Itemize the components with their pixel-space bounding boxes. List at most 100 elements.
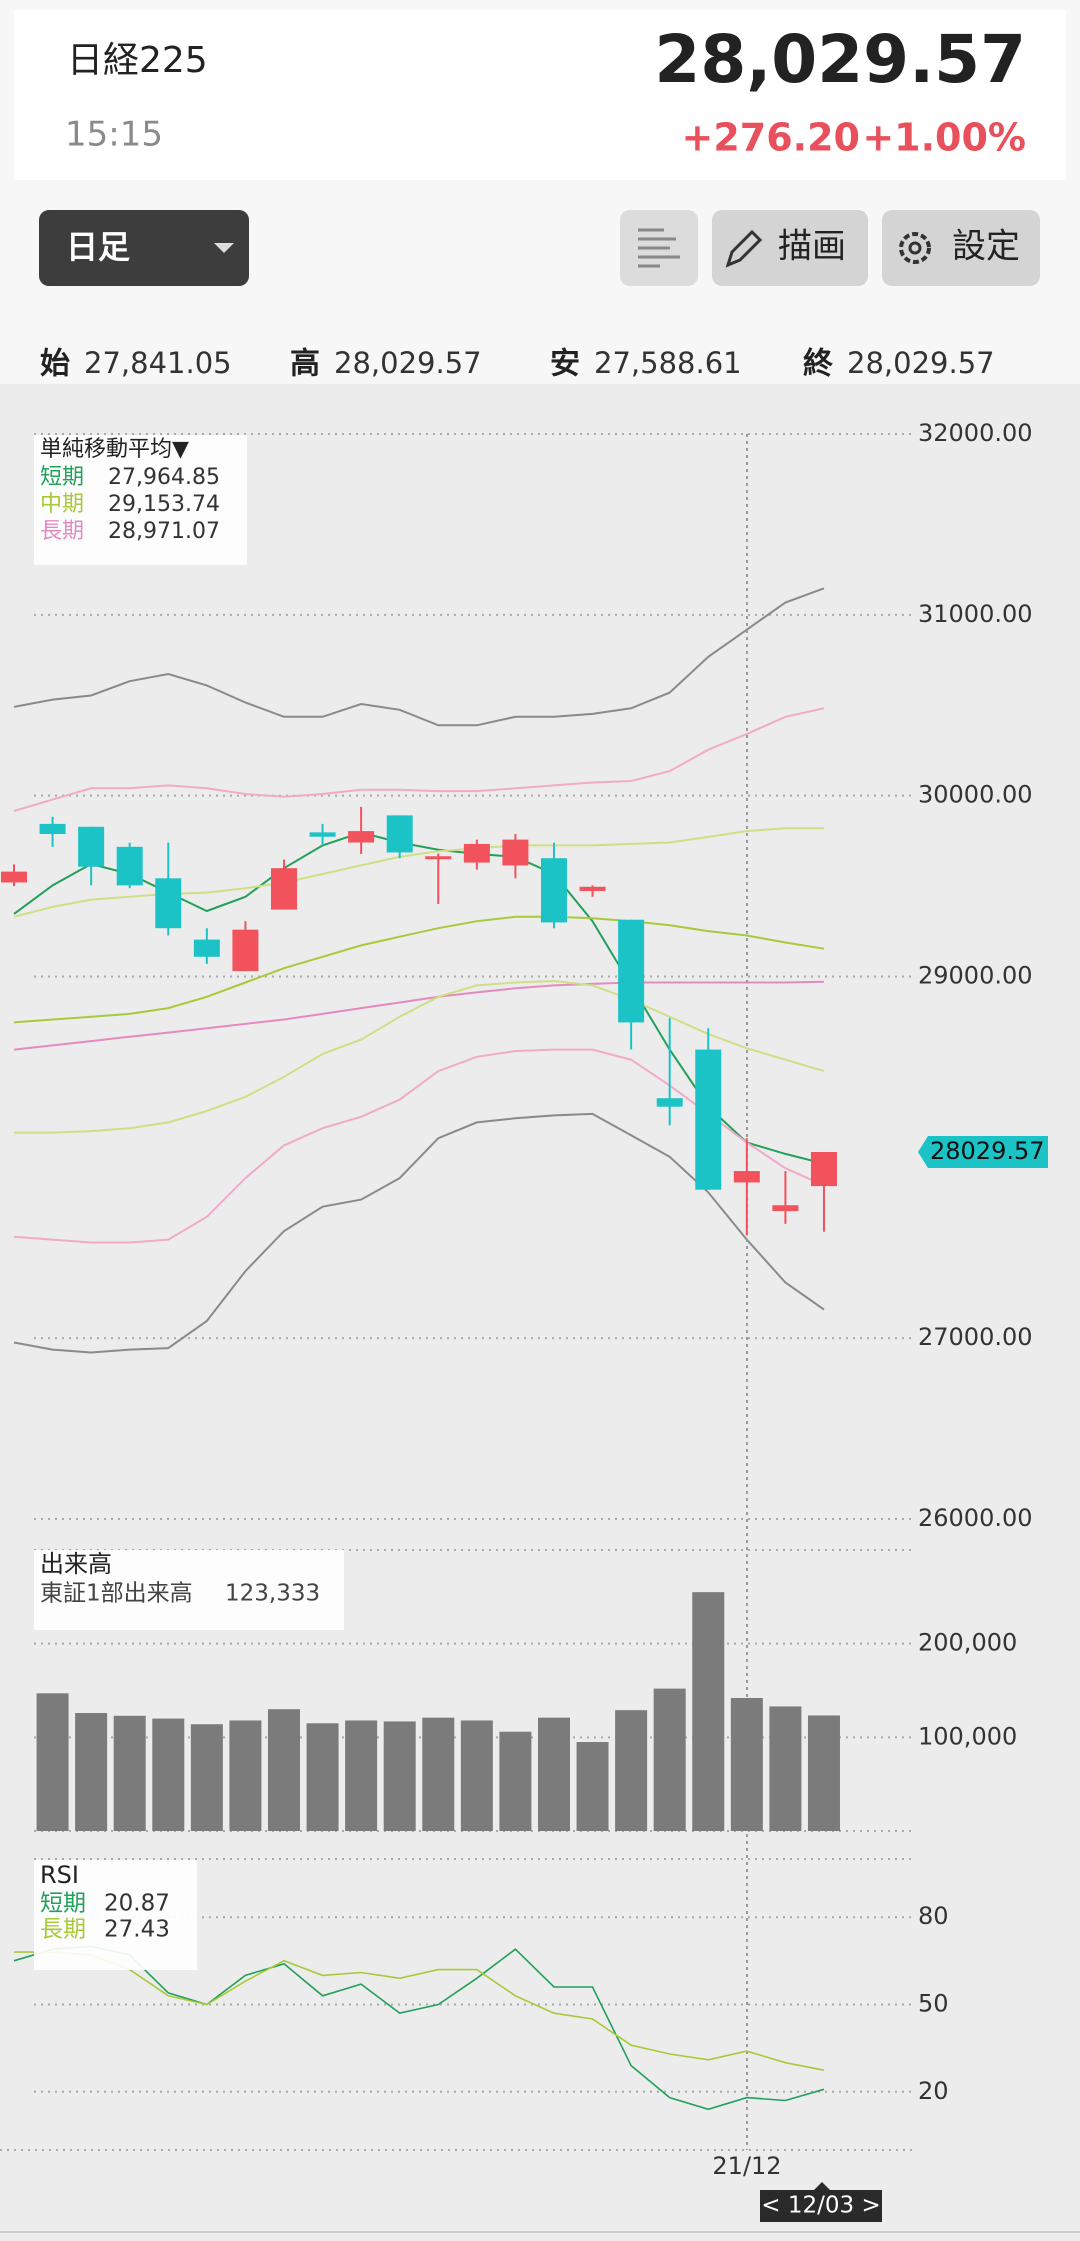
y-tick-label: 200,000 — [918, 1629, 1017, 1657]
volume-bar — [190, 1724, 223, 1831]
cursor-label: < 12/03 > — [761, 2193, 880, 2219]
legend-value: 20.87 — [104, 1891, 170, 1917]
legend-box — [34, 1860, 197, 1970]
ohlc-label: 安 — [550, 347, 580, 382]
candle-body — [502, 839, 529, 866]
volume-bar — [537, 1717, 570, 1831]
candle-body — [1, 871, 27, 883]
candle-body — [155, 878, 182, 929]
candle-body — [309, 832, 336, 837]
line-series — [14, 1951, 825, 2071]
settings-label: 設定 — [952, 227, 1020, 267]
period-label: 日足 — [66, 228, 130, 266]
legend-name: 東証1部出来高 — [40, 1581, 193, 1607]
list-icon — [638, 228, 680, 268]
legend-name: 中期 — [40, 492, 84, 517]
draw-button[interactable] — [712, 210, 868, 286]
y-tick-label: 32000.00 — [918, 419, 1033, 447]
settings-button[interactable] — [882, 210, 1040, 286]
candle-body — [540, 858, 567, 923]
candle-body — [39, 823, 66, 835]
volume-bar — [576, 1742, 609, 1831]
volume-bar — [769, 1706, 802, 1831]
line-series — [13, 1945, 825, 2111]
candle-body — [270, 868, 297, 910]
line-series — [13, 831, 825, 1165]
volume-bar — [229, 1720, 262, 1831]
volume-bar — [460, 1720, 493, 1831]
candle-body — [78, 826, 105, 867]
dropdown-arrow — [214, 243, 234, 253]
gear-icon — [899, 232, 931, 264]
candle-body — [733, 1171, 760, 1183]
volume-bar — [653, 1688, 686, 1831]
y-tick-label: 26000.00 — [918, 1504, 1033, 1532]
candle-body — [695, 1049, 722, 1190]
line-series — [13, 707, 825, 812]
candle-body — [656, 1098, 683, 1107]
legend-name: 短期 — [40, 465, 84, 490]
volume-bar — [692, 1592, 725, 1831]
line-series — [13, 980, 825, 1051]
candle-body — [810, 1151, 837, 1187]
volume-bar — [267, 1709, 300, 1831]
volume-bar — [36, 1693, 69, 1831]
legend-name: 長期 — [40, 519, 84, 544]
candle-body — [386, 815, 413, 853]
volume-bar — [306, 1723, 339, 1831]
legend-value: 27.43 — [104, 1917, 170, 1943]
line-series — [13, 915, 825, 1024]
price-change: +276.20 — [682, 116, 860, 160]
draw-label: 描画 — [778, 227, 846, 267]
price-change-pct: +1.00% — [862, 116, 1026, 160]
ohlc-label: 始 — [40, 347, 70, 382]
ohlc-label: 高 — [290, 347, 320, 382]
candle-body — [425, 856, 452, 860]
volume-bar — [345, 1720, 378, 1831]
volume-bar — [75, 1712, 108, 1831]
y-tick-label: 30000.00 — [918, 781, 1033, 809]
last-price: 28,029.57 — [654, 21, 1026, 98]
period-dropdown[interactable] — [39, 210, 249, 286]
ohlc-value: 27,841.05 — [84, 346, 232, 380]
volume-bar — [730, 1697, 763, 1831]
legend-value: 123,333 — [225, 1581, 320, 1607]
volume-bar — [152, 1718, 185, 1831]
volume-bar — [499, 1731, 532, 1831]
volume-bar — [383, 1721, 416, 1831]
gear-hub — [908, 241, 922, 255]
y-tick-label: 100,000 — [918, 1722, 1017, 1750]
ohlc-value: 28,029.57 — [847, 346, 995, 380]
volume-bar — [615, 1710, 648, 1831]
panel-title: RSI — [40, 1861, 79, 1889]
legend-box — [34, 1550, 344, 1630]
ohlc-value: 27,588.61 — [594, 346, 742, 380]
y-tick-label: 27000.00 — [918, 1323, 1033, 1351]
quote-time: 15:15 — [65, 115, 163, 155]
line-series — [13, 1048, 825, 1244]
y-tick-label: 20 — [918, 2077, 949, 2105]
y-tick-label: 80 — [918, 1902, 949, 1930]
candle-body — [463, 843, 490, 863]
cursor-tag — [760, 2182, 882, 2222]
candle-body — [618, 919, 645, 1023]
volume-bar — [422, 1717, 455, 1831]
candle-body — [348, 831, 375, 843]
legend-title: 単純移動平均▼ — [40, 437, 189, 462]
legend-value: 27,964.85 — [108, 465, 220, 490]
legend-value: 29,153.74 — [108, 492, 220, 517]
line-series — [13, 827, 824, 918]
price-tag — [918, 1135, 1048, 1168]
ohlc-label: 終 — [803, 347, 833, 382]
y-tick-label: 31000.00 — [918, 600, 1033, 628]
legend-value: 28,971.07 — [108, 519, 220, 544]
candle-body — [232, 929, 259, 972]
candle-body — [579, 886, 606, 891]
line-series — [14, 979, 825, 1134]
legend-name: 長期 — [40, 1917, 86, 1943]
candle-body — [772, 1205, 799, 1212]
line-series — [13, 587, 825, 727]
instrument-title: 日経225 — [67, 40, 208, 81]
y-tick-label: 29000.00 — [918, 962, 1033, 990]
